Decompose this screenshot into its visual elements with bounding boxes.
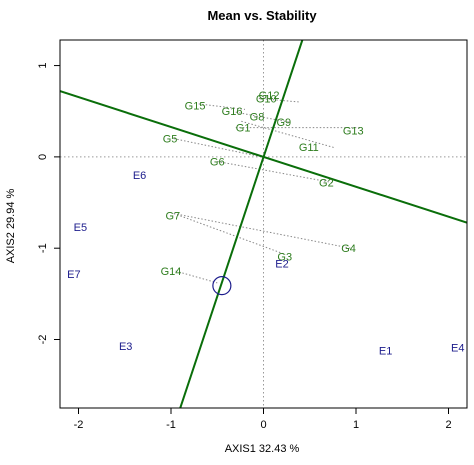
projection-line	[173, 138, 262, 158]
genotype-label: G16	[222, 106, 243, 118]
genotype-label: G8	[250, 112, 265, 124]
environment-label: E2	[275, 259, 288, 271]
genotype-label: G7	[166, 210, 181, 222]
genotype-label: G1	[236, 123, 251, 135]
genotype-label: G9	[277, 117, 292, 129]
y-tick-label: 1	[37, 63, 49, 69]
chart-title: Mean vs. Stability	[207, 8, 317, 23]
genotype-label: G15	[185, 101, 206, 113]
environment-label: E6	[133, 170, 146, 182]
projection-line	[217, 160, 333, 183]
x-tick-label: 1	[353, 419, 359, 431]
projection-line	[175, 270, 218, 284]
x-tick-label: 0	[260, 419, 266, 431]
perpendicular-axis	[179, 40, 304, 408]
x-tick-label: -2	[74, 419, 84, 431]
genotype-label: G13	[343, 125, 364, 137]
average-environment-marker	[212, 276, 232, 296]
genotype-label: G4	[341, 243, 356, 255]
genotype-label: G6	[210, 156, 225, 168]
genotype-label: G2	[319, 177, 334, 189]
projection-line	[198, 103, 246, 110]
environment-label: E3	[119, 341, 132, 353]
genotype-label: G12	[259, 90, 280, 102]
y-tick-label: -1	[37, 243, 49, 253]
y-tick-label: -2	[37, 335, 49, 345]
environment-label: E1	[379, 345, 392, 357]
y-tick-label: 0	[37, 154, 49, 160]
x-tick-label: 2	[445, 419, 451, 431]
genotype-label: G5	[163, 134, 178, 146]
genotype-label: G11	[299, 142, 319, 154]
y-axis-label: AXIS2 29.94 %	[5, 188, 17, 263]
genotype-label: G14	[161, 266, 182, 278]
environment-label: E5	[74, 222, 87, 234]
projection-line	[241, 120, 335, 149]
x-axis-label: AXIS1 32.43 %	[225, 443, 300, 455]
genotype-label: G10	[256, 93, 277, 105]
x-tick-label: -1	[166, 419, 176, 431]
projection-line	[173, 213, 351, 249]
projection-line	[173, 213, 286, 256]
environment-label: E4	[451, 343, 464, 355]
environment-label: E7	[67, 269, 80, 281]
genotype-label: G3	[277, 251, 292, 263]
